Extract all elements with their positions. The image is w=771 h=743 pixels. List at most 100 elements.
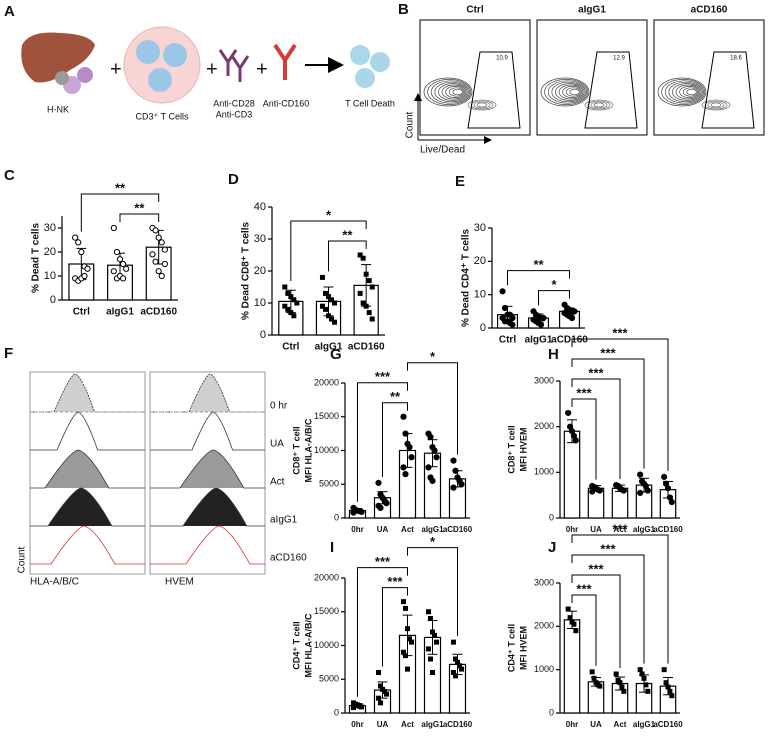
data-point <box>596 487 603 494</box>
histogram <box>30 373 145 413</box>
data-point <box>669 693 675 699</box>
data-point <box>637 471 644 478</box>
plus: + <box>206 58 218 80</box>
significance-bracket <box>571 534 669 664</box>
significance-bracket <box>357 382 408 502</box>
data-point <box>458 481 465 488</box>
label: Anti-CD28 <box>213 98 255 108</box>
significance-bracket <box>80 193 160 232</box>
contour <box>661 79 706 105</box>
y-tick-label: 20 <box>254 265 266 277</box>
x-tick-label: aCD160 <box>348 342 385 353</box>
data-point <box>402 430 409 437</box>
data-point <box>430 670 435 675</box>
y-tick-label: 20000 <box>314 572 339 582</box>
significance-label: *** <box>375 554 391 569</box>
data-point <box>282 284 288 290</box>
x-tick-label: Ctrl <box>73 307 90 318</box>
data-point <box>149 251 156 258</box>
contour <box>565 87 581 97</box>
histogram <box>150 487 265 527</box>
y-axis-label: Count <box>405 111 416 138</box>
data-point <box>663 680 669 686</box>
histogram <box>150 449 265 489</box>
cell-icon <box>355 68 375 88</box>
y-tick-label: 15000 <box>314 606 339 616</box>
significance-bracket <box>407 362 458 455</box>
panel-letter: E <box>455 173 465 190</box>
data-point <box>366 278 372 284</box>
data-point <box>405 626 410 632</box>
data-point <box>499 288 506 295</box>
data-point <box>428 616 433 621</box>
data-point <box>319 303 325 309</box>
cell-icon <box>163 43 187 67</box>
data-point <box>613 671 619 677</box>
plus: + <box>256 58 268 80</box>
y-tick-label: 0 <box>549 707 554 717</box>
y-axis-label: CD4⁺ T cell <box>506 624 516 672</box>
contour <box>701 99 731 111</box>
row-label: 0 hr <box>270 401 288 412</box>
data-point <box>509 321 516 328</box>
flow-panel: B Count Live/Dead Ctrl 10.9 aIgG1 12.9 aCD16… <box>398 1 765 156</box>
contour <box>551 81 586 103</box>
data-point <box>400 413 407 420</box>
contour <box>710 102 722 108</box>
significance-bracket <box>382 587 408 667</box>
data-point <box>401 649 406 655</box>
significance-bracket <box>538 290 570 306</box>
row-label: Act <box>270 477 285 488</box>
gate-value: 18.6 <box>730 56 742 62</box>
data-point <box>119 275 127 282</box>
y-axis-label: MFI HLA-A/B/C <box>303 418 313 482</box>
histogram <box>150 373 265 413</box>
bar <box>563 619 581 714</box>
data-point <box>407 636 412 642</box>
data-point <box>617 680 623 686</box>
contour <box>593 102 605 108</box>
data-point <box>332 319 338 325</box>
antibody-icon <box>218 49 250 82</box>
antibody-icon <box>273 43 297 80</box>
data-point <box>322 290 328 296</box>
x-tick-label: aCD160 <box>551 335 588 346</box>
data-point <box>430 629 435 635</box>
y-axis-label: MFI HVEM <box>518 428 528 472</box>
significance-label: *** <box>375 369 391 384</box>
label: Anti-CD3 <box>216 109 253 119</box>
significance-bracket <box>357 567 408 697</box>
data-point <box>537 321 545 328</box>
data-point <box>360 300 366 306</box>
significance-label: *** <box>612 325 628 340</box>
data-point <box>382 688 387 694</box>
cell-icon <box>136 40 160 64</box>
data-point <box>459 666 464 672</box>
data-point <box>155 234 162 241</box>
cell-icon <box>350 45 370 65</box>
significance-label: ** <box>115 180 126 195</box>
y-tick-label: 1000 <box>534 467 554 477</box>
contour <box>470 100 494 110</box>
contour <box>587 100 611 110</box>
data-point <box>116 256 124 263</box>
contour <box>473 101 491 109</box>
contour <box>682 87 698 97</box>
data-point <box>119 260 127 268</box>
x-tick-label: aIgG1 <box>525 335 553 346</box>
contour <box>476 102 488 108</box>
y-tick-label: 30 <box>254 233 266 245</box>
contour <box>430 80 470 104</box>
x-tick-label: 0hr <box>351 720 363 729</box>
x-tick-label: Act <box>401 720 414 729</box>
data-point <box>565 606 571 612</box>
significance-label: *** <box>588 561 604 576</box>
y-tick-label: 5000 <box>319 479 339 489</box>
data-point <box>72 234 79 241</box>
x-tick-label: Ctrl <box>499 335 516 346</box>
plus: + <box>110 58 122 80</box>
data-point <box>572 437 579 444</box>
y-axis-label: CD8⁺ T cell <box>506 425 516 473</box>
y-tick-label: 20 <box>44 246 56 258</box>
data-point <box>359 704 364 710</box>
